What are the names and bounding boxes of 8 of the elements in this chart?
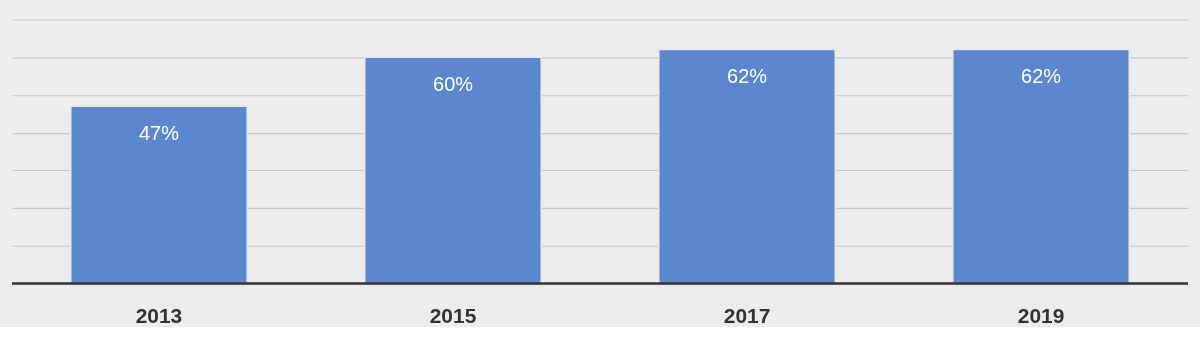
x-tick-label: 2015: [429, 303, 477, 327]
data-label: 60%: [433, 73, 473, 96]
x-tick-label: 2013: [135, 303, 183, 327]
data-label: 62%: [1021, 65, 1061, 88]
x-tick-label: 2019: [1017, 303, 1065, 327]
x-tick-label: 2017: [723, 303, 771, 327]
data-label: 62%: [727, 65, 767, 88]
data-label: 47%: [139, 122, 179, 145]
